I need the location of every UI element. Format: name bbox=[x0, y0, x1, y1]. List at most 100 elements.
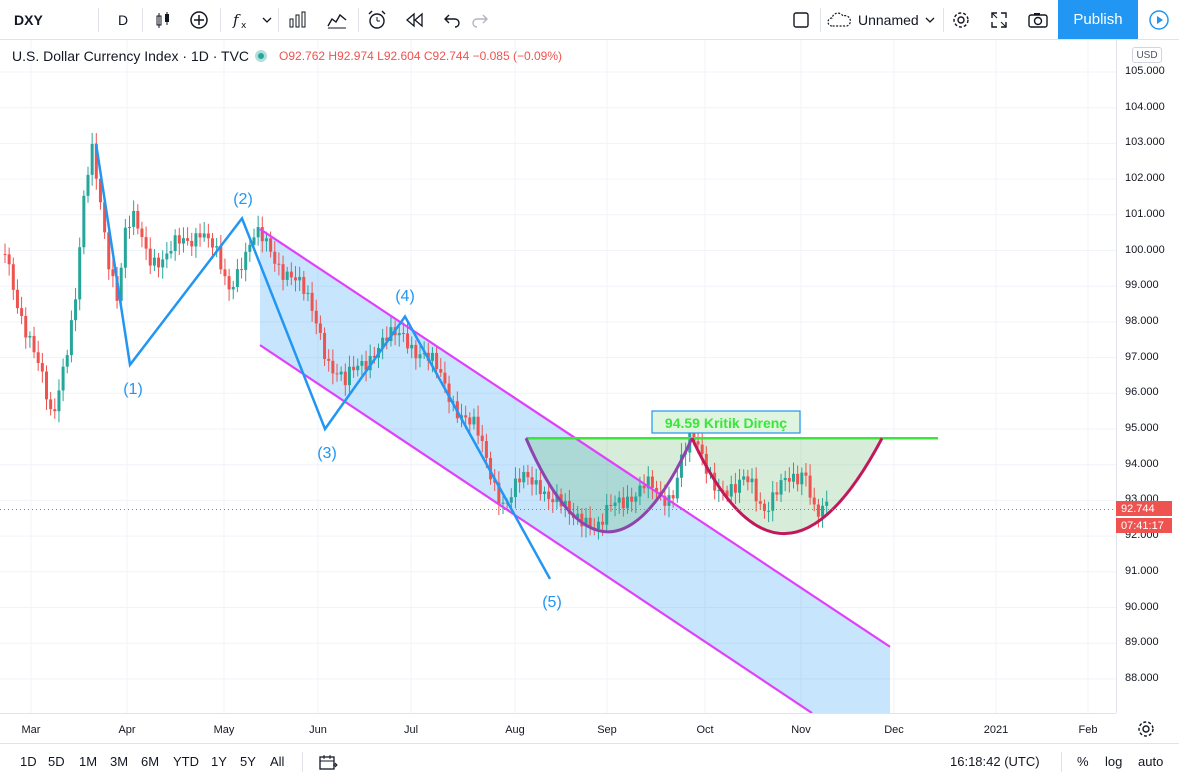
percent-toggle[interactable]: % bbox=[1077, 754, 1089, 769]
time-tick-label: Aug bbox=[505, 724, 525, 736]
candle-body bbox=[119, 267, 123, 301]
range-3m[interactable]: 3M bbox=[110, 754, 129, 769]
candle-body bbox=[57, 390, 61, 412]
interval-button[interactable]: D bbox=[108, 0, 138, 40]
templates-button[interactable] bbox=[322, 0, 352, 40]
cup-curve-left[interactable] bbox=[524, 437, 694, 534]
candle-body bbox=[360, 360, 364, 366]
candle-body bbox=[98, 178, 102, 203]
candle-body bbox=[190, 240, 194, 247]
candle-body bbox=[206, 233, 210, 239]
candle-body bbox=[787, 477, 791, 482]
candle-body bbox=[733, 484, 737, 493]
divider bbox=[820, 8, 821, 32]
range-6m[interactable]: 6M bbox=[141, 754, 160, 769]
channel-lower-line[interactable] bbox=[259, 344, 813, 713]
candle-body bbox=[264, 238, 268, 242]
financials-button[interactable] bbox=[283, 0, 313, 40]
range-1m[interactable]: 1M bbox=[79, 754, 98, 769]
candle-body bbox=[551, 499, 555, 503]
time-tick-label: Jul bbox=[403, 724, 419, 736]
price-tick-label: 88.000 bbox=[1125, 671, 1159, 684]
divider bbox=[98, 8, 99, 32]
price-tick-label: 98.000 bbox=[1125, 314, 1159, 327]
time-tick-label: Sep bbox=[597, 724, 617, 736]
go-to-date-icon[interactable] bbox=[318, 753, 338, 771]
candle-body bbox=[567, 500, 571, 514]
cup-curve-right[interactable] bbox=[690, 437, 884, 535]
cloud-icon bbox=[827, 12, 851, 27]
alert-button[interactable] bbox=[362, 0, 392, 40]
indicators-dropdown[interactable] bbox=[258, 0, 276, 40]
snapshot-button[interactable] bbox=[1022, 0, 1054, 40]
candle-body bbox=[318, 323, 322, 333]
candle-body bbox=[738, 479, 742, 493]
candle-body bbox=[717, 490, 721, 492]
range-5y[interactable]: 5Y bbox=[240, 754, 256, 769]
price-tick-label: 101.000 bbox=[1125, 207, 1165, 220]
candle-body bbox=[45, 371, 48, 400]
legend-open: O92.762 bbox=[279, 49, 326, 63]
candle-body bbox=[547, 491, 551, 500]
candle-body bbox=[484, 441, 488, 458]
time-axis[interactable]: Mar Apr May Jun Jul Aug Sep Oct Nov Dec 2021 Feb bbox=[0, 713, 1116, 743]
candle-body bbox=[165, 253, 169, 260]
currency-badge[interactable]: USD bbox=[1132, 47, 1162, 63]
range-ytd[interactable]: YTD bbox=[173, 754, 199, 769]
candle-body bbox=[343, 371, 347, 386]
candle-body bbox=[671, 495, 675, 499]
log-toggle[interactable]: log bbox=[1105, 754, 1123, 769]
chart-type-button[interactable] bbox=[148, 0, 178, 40]
bottom-toolbar: 1D 5D 1M 3M 6M YTD 1Y 5Y All 16:18:42 (U… bbox=[0, 743, 1179, 779]
auto-toggle[interactable]: auto bbox=[1138, 754, 1164, 769]
utc-clock[interactable]: 16:18:42 (UTC) bbox=[950, 754, 1040, 769]
candle-body bbox=[816, 504, 820, 517]
candle-body bbox=[750, 478, 754, 483]
alarm-clock-icon bbox=[368, 10, 386, 29]
chart-pane[interactable]: (1) (2) (3) (4) (5) 94.59 Kritik Direnç bbox=[0, 40, 1116, 713]
candle-body bbox=[700, 444, 704, 454]
candle-body bbox=[298, 276, 302, 281]
range-1d[interactable]: 1D bbox=[20, 754, 37, 769]
elliott-wave-line[interactable] bbox=[94, 143, 552, 580]
chart-settings-button[interactable] bbox=[1136, 719, 1156, 744]
settings-button[interactable] bbox=[946, 0, 976, 40]
compare-button[interactable] bbox=[184, 0, 214, 40]
symbol-search[interactable]: DXY bbox=[0, 0, 98, 40]
price-axis[interactable]: 105.000 104.000 103.000 102.000 101.000 100.0… bbox=[1116, 40, 1179, 713]
publish-button[interactable]: Publish bbox=[1058, 0, 1138, 39]
range-1y[interactable]: 1Y bbox=[211, 754, 227, 769]
candle-body bbox=[11, 264, 15, 290]
candle-body bbox=[194, 233, 198, 247]
redo-button[interactable] bbox=[465, 0, 495, 40]
candle-body bbox=[812, 497, 816, 505]
candle-body bbox=[381, 337, 385, 348]
range-all[interactable]: All bbox=[270, 754, 285, 769]
candle-body bbox=[339, 371, 343, 375]
time-tick-label: Mar bbox=[21, 724, 41, 736]
layout-name-button[interactable]: Unnamed bbox=[826, 0, 941, 40]
candle-body bbox=[132, 210, 136, 227]
candle-body bbox=[152, 257, 156, 266]
candle-body bbox=[347, 366, 351, 386]
publish-play-button[interactable] bbox=[1138, 0, 1179, 39]
fullscreen-button[interactable] bbox=[984, 0, 1014, 40]
undo-button[interactable] bbox=[437, 0, 467, 40]
candle-body bbox=[215, 246, 219, 248]
chart-canvas[interactable]: (1) (2) (3) (4) (5) 94.59 Kritik Direnç bbox=[0, 40, 1116, 713]
wave-label: (5) bbox=[542, 594, 562, 611]
range-5d[interactable]: 5D bbox=[48, 754, 65, 769]
candle-body bbox=[310, 292, 314, 311]
candle-body bbox=[775, 492, 779, 495]
legend-high: H92.974 bbox=[328, 49, 374, 63]
replay-button[interactable] bbox=[400, 0, 430, 40]
candle-body bbox=[447, 383, 451, 402]
bar-countdown: 07:41:17 bbox=[1121, 519, 1164, 532]
candle-body bbox=[227, 276, 231, 290]
candle-body bbox=[144, 237, 148, 249]
visibility-icon[interactable] bbox=[255, 50, 268, 62]
price-tick-label: 103.000 bbox=[1125, 136, 1165, 149]
select-layout-button[interactable] bbox=[786, 0, 816, 40]
